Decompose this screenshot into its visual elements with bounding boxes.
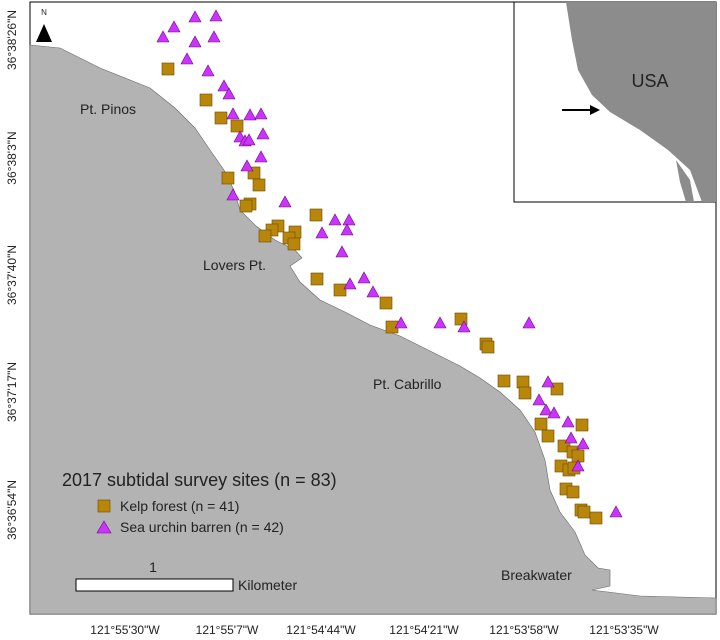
lon-label: 121°54'44"W [286, 623, 356, 637]
lon-label: 121°53'58"W [489, 623, 559, 637]
urchin-site [561, 415, 575, 428]
scale-unit: Kilometer [238, 577, 297, 593]
north-arrow [36, 24, 52, 42]
urchin-site [342, 213, 356, 226]
kelp-site [161, 62, 175, 76]
urchin-site [278, 195, 292, 208]
kelp-site [309, 208, 323, 222]
kelp-site [258, 229, 272, 243]
lat-label: 36°36'54"N [5, 480, 19, 540]
urchin-site [226, 188, 240, 201]
urchin-site [541, 375, 555, 388]
urchin-site [167, 20, 181, 33]
legend-urchin-icon [96, 520, 112, 534]
urchin-site [433, 316, 447, 329]
urchin-site [254, 150, 268, 163]
urchin-site [242, 133, 256, 146]
legend-item: Sea urchin barren (n = 42) [120, 519, 284, 535]
urchin-site [394, 316, 408, 329]
urchin-site [532, 393, 546, 406]
lon-label: 121°54'21"W [389, 623, 459, 637]
urchin-site [609, 505, 623, 518]
urchin-site [209, 9, 223, 22]
urchin-site [547, 406, 561, 419]
kelp-site [589, 511, 603, 525]
lon-label: 121°55'7"W [196, 623, 259, 637]
kelp-site [481, 340, 495, 354]
lon-label: 121°55'30"W [90, 623, 160, 637]
kelp-site [566, 485, 580, 499]
place-label: Lovers Pt. [203, 257, 266, 273]
kelp-site [230, 119, 244, 133]
lat-label: 36°37'40"N [5, 245, 19, 305]
kelp-site [379, 296, 393, 310]
land [29, 44, 717, 615]
urchin-site [243, 108, 257, 121]
inset-arrowhead [590, 105, 600, 115]
kelp-site [310, 272, 324, 286]
urchin-site [457, 320, 471, 333]
urchin-site [180, 52, 194, 65]
inset-baja [676, 160, 694, 202]
inset-label: USA [631, 71, 668, 91]
urchin-site [254, 107, 268, 120]
urchin-site [201, 64, 215, 77]
urchin-site [222, 87, 236, 100]
scale-value: 1 [149, 559, 157, 575]
place-label: Pt. Cabrillo [373, 376, 442, 392]
kelp-site [333, 283, 347, 297]
kelp-site [550, 382, 564, 396]
kelp-site [516, 375, 530, 389]
urchin-site [343, 277, 357, 290]
urchin-site [226, 107, 240, 120]
place-label: Pt. Pinos [80, 101, 136, 117]
urchin-site [256, 127, 270, 140]
kelp-site [497, 374, 511, 388]
kelp-site [252, 178, 266, 192]
legend-item: Kelp forest (n = 41) [120, 498, 239, 514]
urchin-site [217, 79, 231, 92]
urchin-site [328, 213, 342, 226]
kelp-site [214, 111, 228, 125]
urchin-site [188, 10, 202, 23]
scale-bar [75, 578, 234, 592]
kelp-site [199, 93, 213, 107]
urchin-site [156, 30, 170, 43]
kelp-site [534, 417, 548, 431]
urchin-site [522, 316, 536, 329]
inset-land [566, 2, 716, 202]
kelp-site [287, 237, 301, 251]
urchin-site [188, 35, 202, 48]
urchin-site [315, 226, 329, 239]
north-label: N [41, 8, 47, 17]
urchin-site [539, 403, 553, 416]
urchin-site [207, 30, 221, 43]
kelp-site [221, 171, 235, 185]
lat-label: 36°38'3"N [5, 131, 19, 184]
coordinate-labels: 36°38'26"N 36°38'3"N 36°37'40"N 36°37'17"N 3… [5, 10, 659, 637]
urchin-site [335, 245, 349, 258]
lat-label: 36°38'26"N [5, 10, 19, 70]
urchin-site [576, 437, 590, 450]
lon-label: 121°53'35"W [589, 623, 659, 637]
legend-title: 2017 subtidal survey sites (n = 83) [62, 470, 337, 490]
urchin-site [571, 459, 585, 472]
place-label: Breakwater [501, 567, 572, 583]
kelp-site [541, 429, 555, 443]
urchin-site [340, 223, 354, 236]
urchin-site [357, 271, 371, 284]
site-markers [156, 9, 623, 525]
lat-label: 36°37'17"N [5, 362, 19, 422]
kelp-site [518, 386, 532, 400]
urchin-site [564, 431, 578, 444]
kelp-site [575, 418, 589, 432]
legend-kelp-icon [97, 499, 111, 513]
kelp-site [577, 505, 591, 519]
urchin-site [240, 159, 254, 172]
urchin-site [366, 285, 380, 298]
kelp-site [239, 199, 253, 213]
